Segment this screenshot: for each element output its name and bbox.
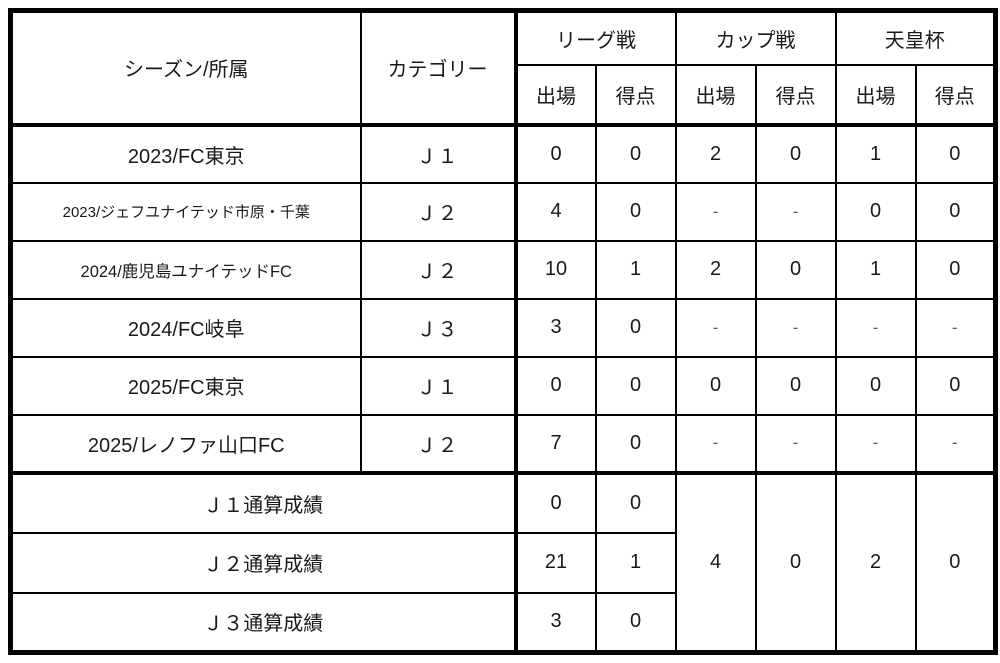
- category-cell: Ｊ３: [359, 297, 518, 358]
- header-league-goals: 得点: [594, 63, 677, 127]
- cup-goals-cell: 0: [754, 123, 837, 184]
- cup-appearances-cell: 2: [674, 239, 757, 300]
- league-appearances-cell: 10: [514, 239, 597, 300]
- emperors-appearances-cell: 0: [834, 181, 917, 242]
- season-cell: 2024/FC岐阜: [9, 297, 362, 358]
- totals-emperors-appearances: 2: [834, 471, 917, 654]
- emperors-goals-cell: 0: [914, 123, 997, 184]
- totals-cup-goals: 0: [754, 471, 837, 654]
- season-cell: 2025/FC東京: [9, 355, 362, 416]
- header-category: カテゴリー: [359, 9, 518, 127]
- totals-league-goals: 0: [594, 591, 677, 654]
- cup-goals-cell: -: [754, 413, 837, 475]
- emperors-appearances-cell: 0: [834, 355, 917, 416]
- cup-appearances-cell: 2: [674, 123, 757, 184]
- cup-appearances-cell: -: [674, 413, 757, 475]
- cup-appearances-cell: -: [674, 297, 757, 358]
- cup-goals-cell: 0: [754, 239, 837, 300]
- totals-row-j1: Ｊ１通算成績 0 0 4 0 2 0: [9, 471, 997, 654]
- season-cell: 2023/ジェフユナイテッド市原・千葉: [9, 181, 362, 242]
- league-appearances-cell: 0: [514, 123, 597, 184]
- emperors-goals-cell: -: [914, 297, 997, 358]
- season-cell: 2025/レノファ山口FC: [9, 413, 362, 475]
- table-row: 2024/鹿児島ユナイテッドFC Ｊ２ 10 1 2 0 1 0: [9, 239, 997, 300]
- league-goals-cell: 0: [594, 355, 677, 416]
- header-cup-appearances: 出場: [674, 63, 757, 127]
- emperors-goals-cell: -: [914, 413, 997, 475]
- totals-league-appearances: 0: [514, 471, 597, 534]
- totals-row-j3: Ｊ３通算成績 3 0: [9, 591, 996, 654]
- totals-league-goals: 1: [594, 531, 677, 594]
- totals-row-j2: Ｊ２通算成績 21 1: [9, 531, 996, 594]
- league-appearances-cell: 7: [514, 413, 597, 475]
- header-row-sub: 出場 得点 出場 得点 出場 得点: [11, 63, 997, 127]
- emperors-appearances-cell: -: [834, 297, 917, 358]
- header-league: リーグ戦: [514, 9, 677, 66]
- header-cup-goals: 得点: [754, 63, 837, 127]
- table-row: 2023/FC東京 Ｊ１ 0 0 2 0 1 0: [9, 123, 997, 184]
- header-emperors-appearances: 出場: [834, 63, 917, 127]
- league-goals-cell: 0: [594, 297, 677, 358]
- totals-league-goals: 0: [594, 471, 677, 534]
- category-cell: Ｊ２: [359, 239, 518, 300]
- table-row: 2025/レノファ山口FC Ｊ２ 7 0 - - - -: [9, 413, 997, 475]
- cup-goals-cell: -: [754, 297, 837, 358]
- totals-label: Ｊ１通算成績: [9, 471, 518, 534]
- table-row: 2023/ジェフユナイテッド市原・千葉 Ｊ２ 4 0 - - 0 0: [9, 181, 997, 242]
- totals-cup-appearances: 4: [674, 471, 757, 654]
- header-season: シーズン/所属: [9, 9, 362, 127]
- season-cell: 2024/鹿児島ユナイテッドFC: [9, 239, 362, 300]
- season-cell: 2023/FC東京: [9, 123, 362, 184]
- category-cell: Ｊ１: [359, 123, 518, 184]
- category-cell: Ｊ２: [359, 181, 518, 242]
- emperors-goals-cell: 0: [914, 239, 997, 300]
- totals-league-appearances: 21: [514, 531, 597, 594]
- cup-goals-cell: 0: [754, 355, 837, 416]
- emperors-appearances-cell: -: [834, 413, 917, 475]
- league-goals-cell: 0: [594, 413, 677, 475]
- emperors-appearances-cell: 1: [834, 123, 917, 184]
- category-cell: Ｊ１: [359, 355, 518, 416]
- table-row: 2024/FC岐阜 Ｊ３ 3 0 - - - -: [9, 297, 997, 358]
- league-appearances-cell: 3: [514, 297, 597, 358]
- header-row-groups: シーズン/所属 カテゴリー リーグ戦 カップ戦 天皇杯: [9, 9, 997, 127]
- cup-appearances-cell: 0: [674, 355, 757, 416]
- table-row: 2025/FC東京 Ｊ１ 0 0 0 0 0 0: [9, 355, 997, 416]
- category-cell: Ｊ２: [359, 413, 518, 475]
- league-appearances-cell: 4: [514, 181, 597, 242]
- cup-appearances-cell: -: [674, 181, 757, 242]
- league-goals-cell: 1: [594, 239, 677, 300]
- header-league-appearances: 出場: [514, 63, 597, 127]
- league-appearances-cell: 0: [514, 355, 597, 416]
- totals-label: Ｊ３通算成績: [9, 591, 518, 654]
- emperors-goals-cell: 0: [914, 181, 997, 242]
- totals-emperors-goals: 0: [914, 471, 997, 654]
- league-goals-cell: 0: [594, 123, 677, 184]
- totals-label: Ｊ２通算成績: [9, 531, 518, 594]
- header-cup: カップ戦: [674, 9, 837, 66]
- totals-league-appearances: 3: [514, 591, 597, 654]
- player-stats-table: シーズン/所属 カテゴリー リーグ戦 カップ戦 天皇杯 出場 得点 出場 得点 …: [8, 8, 998, 655]
- header-emperors-cup: 天皇杯: [834, 9, 997, 66]
- header-emperors-goals: 得点: [914, 63, 997, 127]
- cup-goals-cell: -: [754, 181, 837, 242]
- emperors-goals-cell: 0: [914, 355, 997, 416]
- emperors-appearances-cell: 1: [834, 239, 917, 300]
- league-goals-cell: 0: [594, 181, 677, 242]
